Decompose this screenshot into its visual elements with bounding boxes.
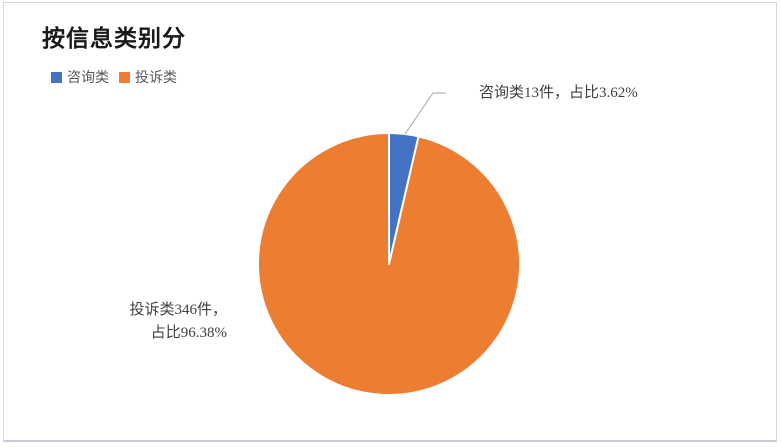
data-label-complaint-line2: 占比96.38% xyxy=(150,325,227,341)
legend-swatch-complaint-icon xyxy=(119,71,130,83)
legend-item-consult[interactable]: 咨询类 xyxy=(51,67,109,87)
data-label-complaint: 投诉类346件， 占比96.38% xyxy=(87,299,227,345)
legend-item-complaint[interactable]: 投诉类 xyxy=(119,67,177,87)
data-label-complaint-line1: 投诉类346件， xyxy=(129,302,227,318)
chart-title: 按信息类别分 xyxy=(42,26,186,51)
data-label-consult: 咨询类13件，占比3.62% xyxy=(479,85,638,101)
leader-line xyxy=(404,92,446,135)
chart-legend: 咨询类 投诉类 xyxy=(51,67,177,87)
legend-label-consult: 咨询类 xyxy=(67,71,109,86)
pie-slice-投诉类[interactable] xyxy=(256,132,521,396)
legend-swatch-consult-icon xyxy=(51,71,62,83)
legend-label-complaint: 投诉类 xyxy=(135,71,177,86)
